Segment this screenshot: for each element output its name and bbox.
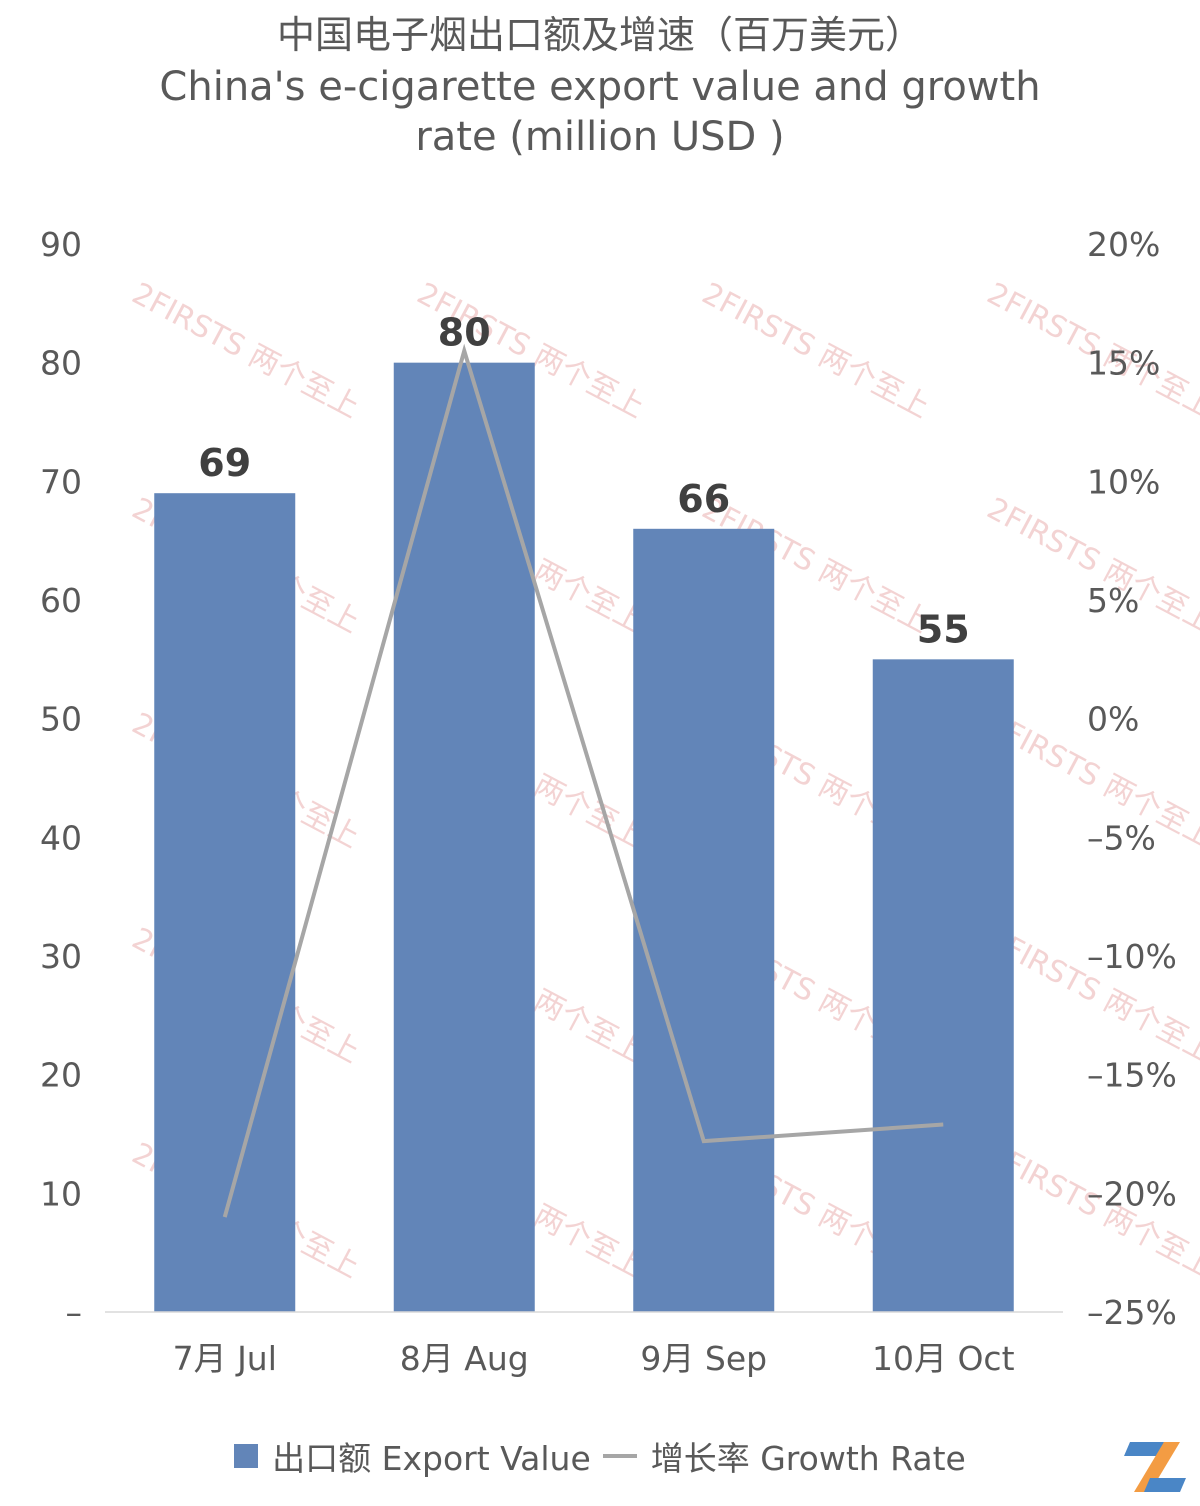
bar-export-value [154,493,296,1312]
x-tick-label: 9月 Sep [640,1339,767,1378]
y-left-tick-label: 50 [40,700,82,739]
watermark-text: 2FIRSTS 两个至上 [696,276,935,425]
bar-export-value [633,528,775,1312]
chart-title: 中国电子烟出口额及增速（百万美元） [276,13,923,57]
y-left-tick-label: 40 [40,818,82,857]
y-left-tick-label: 90 [40,225,82,264]
legend-label-growth-rate: 增长率 Growth Rate [650,1439,966,1478]
y-right-tick-label: –10% [1087,937,1177,976]
data-label-export-value: 80 [438,311,491,355]
line-growth-rate [222,343,944,1218]
legend-swatch-export-value [234,1444,259,1468]
y-left-tick-label: 20 [40,1056,82,1095]
data-label-export-value: 66 [677,477,730,521]
chart-subtitle-line-2: rate (million USD ) [415,114,785,160]
watermark-text: 2FIRSTS 两个至上 [126,276,365,425]
y-right-tick-label: 5% [1087,581,1139,620]
y-right-tick-label: 20% [1087,225,1160,264]
data-label-export-value: 55 [917,607,970,651]
x-tick-label: 7月 Jul [173,1339,277,1378]
bar-export-value [872,659,1014,1312]
plot-area: 2FIRSTS 两个至上 2FIRSTS 两个至上 2FIRSTS 两个至上 2FIR… [40,225,1200,1378]
y-right-tick-label: –20% [1087,1174,1177,1213]
legend: 出口额 Export Value 增长率 Growth Rate [0,1432,1200,1480]
legend-label-export-value: 出口额 Export Value [272,1439,591,1478]
y-right-tick-label: –5% [1087,818,1156,857]
y-right-tick-label: –25% [1087,1293,1177,1332]
y-left-tick-label: 70 [40,462,82,501]
brand-logo-icon [1124,1442,1186,1492]
y-left-tick-label: 30 [40,937,82,976]
y-right-tick-label: 15% [1087,344,1160,383]
y-right-tick-label: 10% [1087,462,1160,501]
bar-export-value [393,362,535,1313]
y-left-tick-label: 60 [40,581,82,620]
legend-swatch-growth-rate [602,1454,637,1458]
y-right-tick-label: 0% [1087,700,1139,739]
x-tick-label: 10月 Oct [872,1339,1015,1378]
chart-subtitle-line-1: China's e-cigarette export value and gro… [159,64,1041,110]
data-label-export-value: 69 [198,441,251,485]
y-right-tick-label: –15% [1087,1056,1177,1095]
y-left-tick-label: – [66,1293,83,1332]
x-tick-label: 8月 Aug [400,1339,529,1378]
y-left-tick-label: 10 [40,1174,82,1213]
y-left-tick-label: 80 [40,344,82,383]
